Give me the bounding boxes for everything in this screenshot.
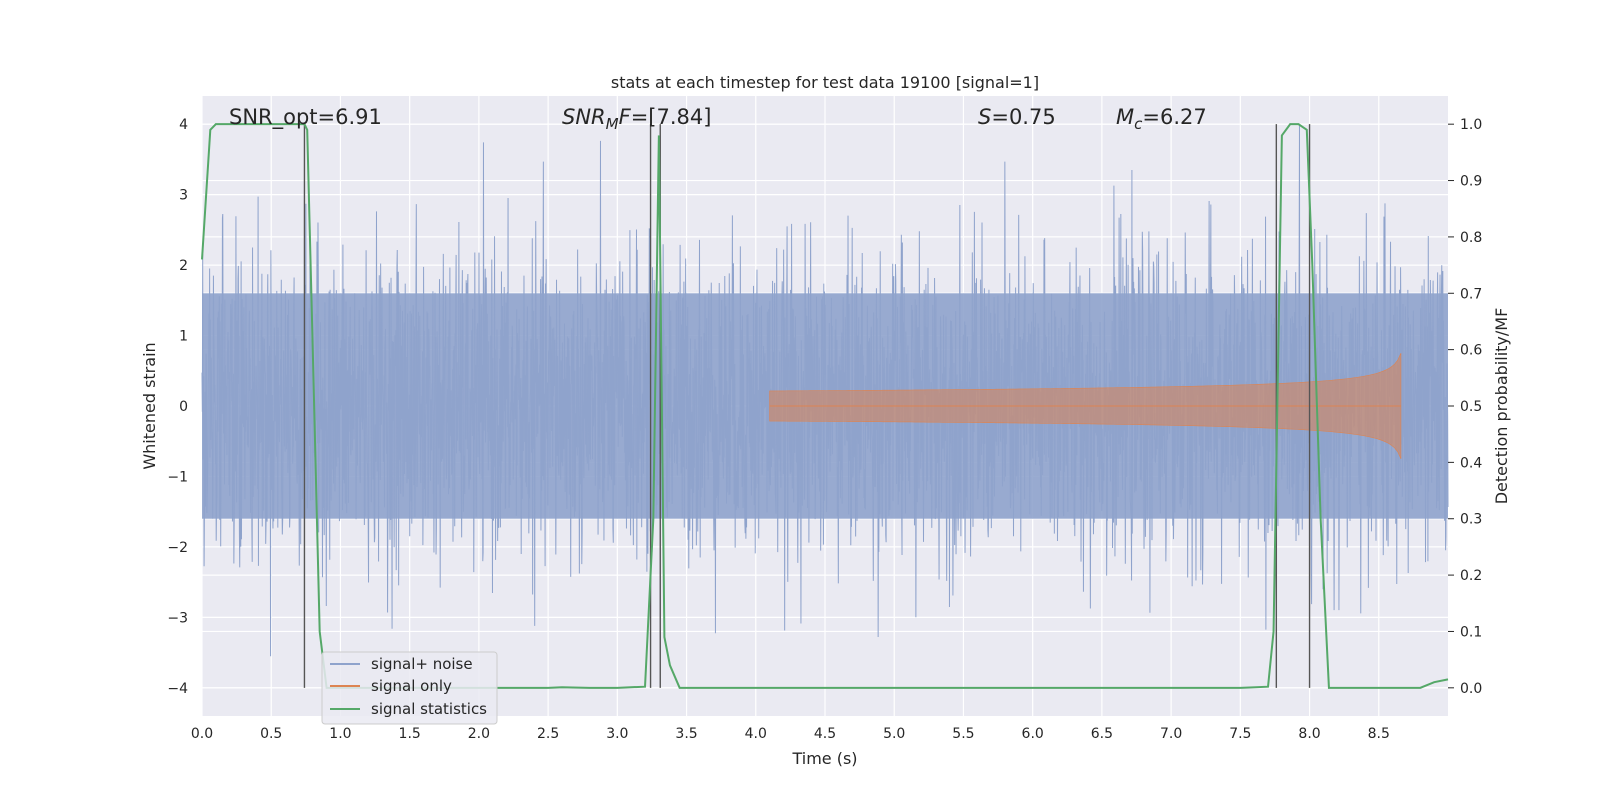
x-tick-label: 6.5	[1091, 726, 1113, 742]
y-left-axis-title: Whitened strain	[140, 342, 159, 469]
chart-title: stats at each timestep for test data 191…	[611, 73, 1039, 92]
x-tick-label: 0.0	[191, 726, 213, 742]
y-right-axis-title: Detection probability/MF	[1492, 308, 1511, 505]
x-tick-label: 3.5	[675, 726, 697, 742]
y-left-tick-label: 2	[179, 258, 188, 274]
x-tick-label: 6.0	[1022, 726, 1044, 742]
mc-value: =6.27	[1142, 105, 1206, 129]
x-tick-label: 2.0	[468, 726, 490, 742]
y-left-tick-label: 0	[179, 399, 188, 415]
snr-opt-annotation: SNR_opt=6.91	[229, 105, 382, 130]
x-tick-label: 7.0	[1160, 726, 1182, 742]
signal-statistics-series	[201, 123, 1449, 689]
y-right-tick-label: 0.9	[1460, 174, 1482, 190]
y-right-tick-label: 0.1	[1460, 624, 1482, 640]
legend-label-signal-statistics: signal statistics	[371, 700, 487, 718]
s-value: =0.75	[991, 105, 1055, 129]
y-left-tick-label: 1	[179, 329, 188, 345]
x-tick-label: 1.0	[329, 726, 351, 742]
x-tick-label: 8.0	[1298, 726, 1320, 742]
x-axis-ticks: 0.0 0.5 1.0 1.5 2.0 2.5 3.0 3.5 4.0 4.5 5.0 5.5 6.0 6…	[191, 726, 1390, 742]
y-right-tick-label: 0.0	[1460, 681, 1482, 697]
legend-label-signal-only: signal only	[371, 677, 452, 695]
x-tick-label: 7.5	[1229, 726, 1251, 742]
snr-mf-annotation: SNRMF=[7.84]	[562, 105, 711, 133]
y-right-tick-label: 0.2	[1460, 568, 1482, 584]
s-annotation: S=0.75	[978, 105, 1056, 129]
snr-mf-value: =[7.84]	[631, 105, 712, 129]
signal-noise-line	[201, 124, 1449, 657]
mc-sub: c	[1134, 115, 1143, 133]
y-left-tick-label: 3	[179, 188, 188, 204]
mc-label: M	[1116, 105, 1134, 129]
x-tick-label: 2.5	[537, 726, 559, 742]
y-right-tick-label: 1.0	[1460, 117, 1482, 133]
y-right-tick-label: 0.7	[1460, 286, 1482, 302]
x-axis-title: Time (s)	[791, 749, 857, 768]
y-left-tick-label: −4	[167, 681, 188, 697]
y-right-tick-label: 0.8	[1460, 230, 1482, 246]
legend-box	[321, 651, 498, 725]
x-tick-label: 5.0	[883, 726, 905, 742]
y-right-tick-label: 0.3	[1460, 512, 1482, 528]
y-right-tick-label: 0.6	[1460, 343, 1482, 359]
y-left-tick-label: −1	[167, 469, 188, 485]
signal-statistics-line	[201, 123, 1449, 689]
x-tick-label: 4.0	[745, 726, 767, 742]
y-right-tick-label: 0.5	[1460, 399, 1482, 415]
snr-mf-sub: M	[606, 115, 619, 133]
signal-only-series	[769, 353, 1402, 459]
snr-mf-label: SNR	[562, 105, 606, 129]
y-left-tick-label: 4	[179, 117, 188, 133]
x-tick-label: 0.5	[260, 726, 282, 742]
x-tick-label: 3.0	[606, 726, 628, 742]
x-tick-label: 5.5	[952, 726, 974, 742]
y-left-tick-label: −2	[167, 540, 188, 556]
legend: signal+ noise signal only signal statist…	[321, 651, 498, 725]
mc-annotation: Mc=6.27	[1116, 105, 1207, 133]
s-label: S	[978, 105, 991, 129]
y-right-axis-ticks: 1.0 0.9 0.8 0.7 0.6 0.5 0.4 0.3 0.2 0.1 0.0	[1448, 117, 1482, 697]
x-tick-label: 8.5	[1368, 726, 1390, 742]
y-left-axis-ticks: 4 3 2 1 0 −1 −2 −3 −4	[167, 117, 188, 697]
legend-label-signal-noise: signal+ noise	[371, 655, 473, 673]
y-left-tick-label: −3	[167, 610, 188, 626]
x-tick-label: 4.5	[814, 726, 836, 742]
x-tick-label: 1.5	[399, 726, 421, 742]
snr-mf-rest: F	[619, 105, 632, 129]
y-right-tick-label: 0.4	[1460, 455, 1482, 471]
